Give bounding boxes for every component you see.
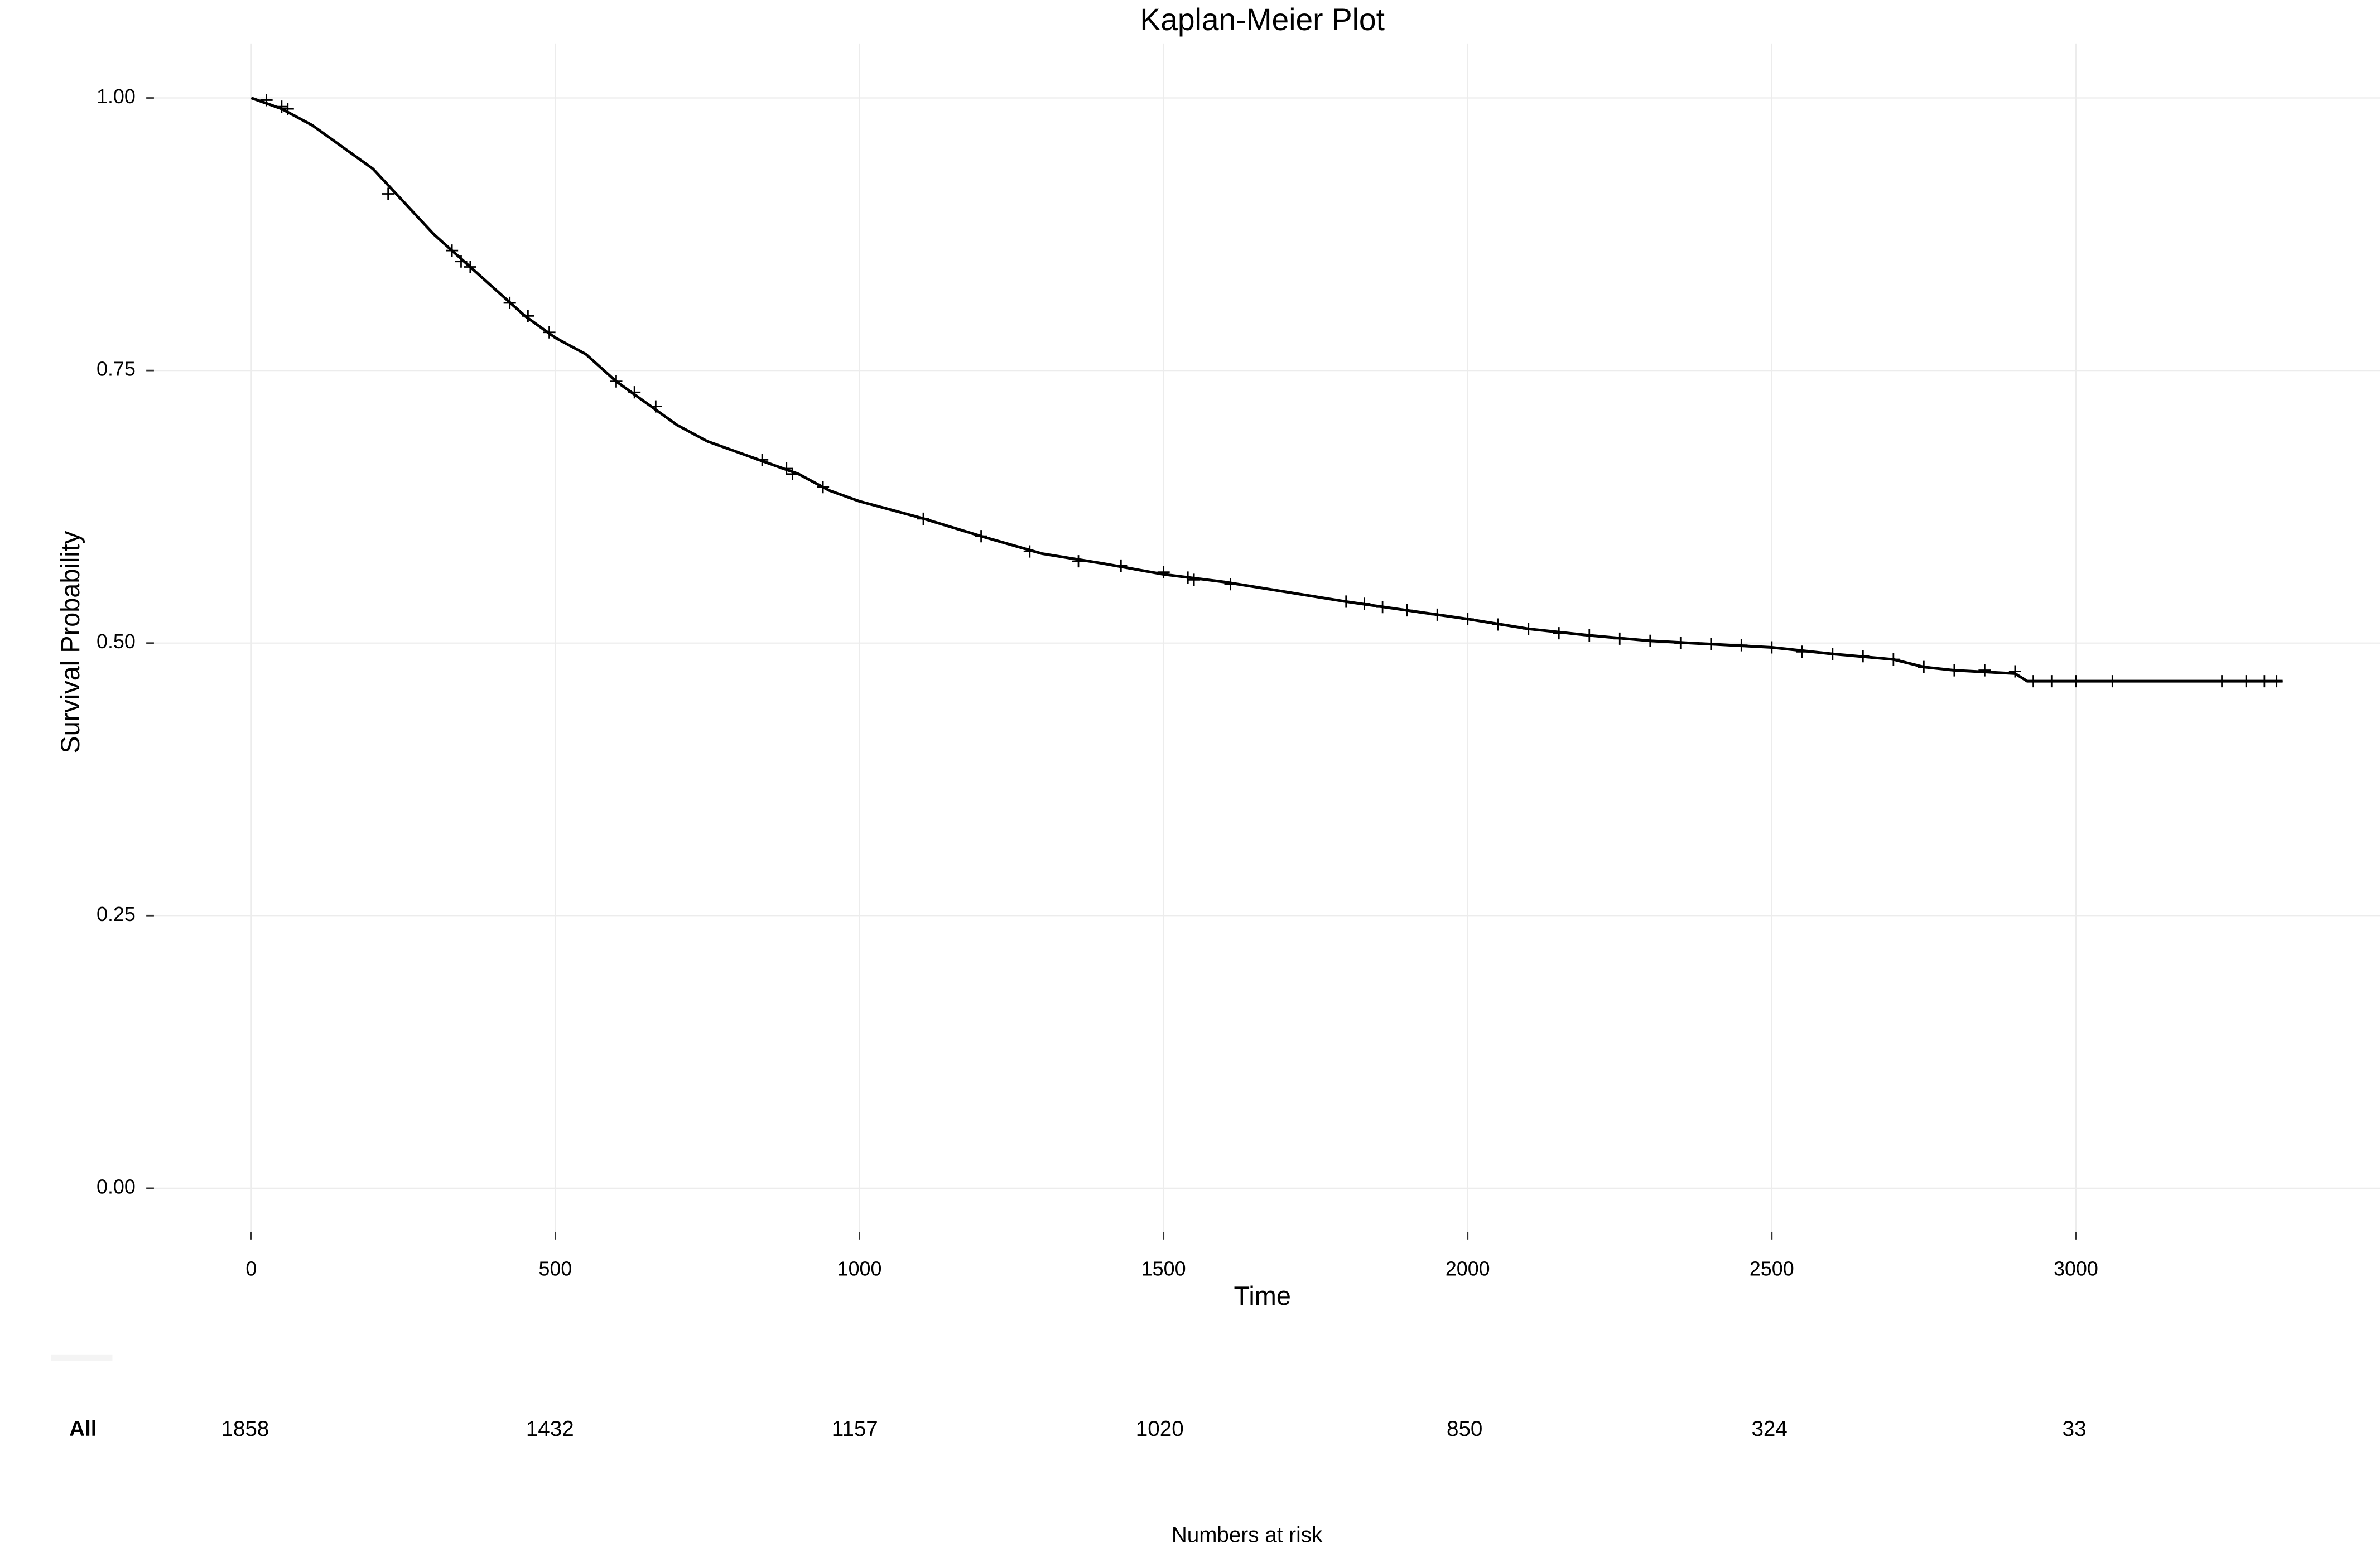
risk-row-label: All [69,1417,97,1441]
censor-mark [786,467,799,480]
censor-mark [1765,641,1778,654]
censor-mark [260,94,273,107]
x-tick-label: 3000 [2054,1258,2098,1280]
risk-value: 33 [2063,1417,2087,1441]
censor-mark [1188,573,1201,586]
censor-mark [1492,618,1505,631]
censor-mark [455,255,468,268]
censor-mark [1613,632,1626,645]
risk-value: 1157 [832,1417,878,1441]
censor-mark [817,481,830,494]
censor-mark [2215,675,2228,688]
censor-mark [1400,604,1413,617]
censor-mark [1918,660,1930,673]
censor-mark [2045,675,2058,688]
censor-mark [1461,613,1474,625]
legend-key [51,1354,113,1361]
risk-table-title: Numbers at risk [1172,1523,1323,1543]
censor-mark [1023,545,1036,558]
risk-value: 1858 [221,1417,269,1441]
censor-mark [1376,601,1389,614]
censor-mark [1644,634,1656,647]
censor-mark [543,326,556,339]
censor-mark [1735,639,1748,652]
censor-mark [1431,608,1444,621]
censor-mark [1340,595,1352,608]
censor-mark [1887,653,1900,666]
censor-mark [1522,623,1535,635]
censor-mark [1796,645,1809,658]
censor-mark [628,386,641,399]
censor-mark [1826,648,1839,660]
censor-mark [446,244,459,257]
y-tick-label: 0.75 [97,358,136,380]
censor-mark [1674,637,1687,649]
y-tick-label: 0.00 [97,1175,136,1198]
x-tick-label: 0 [245,1258,257,1280]
censor-mark [275,100,288,113]
censor-mark [522,310,534,322]
chart-title: Kaplan-Meier Plot [1140,2,1385,37]
censor-mark [649,400,662,413]
censor-mark [281,103,294,115]
censor-mark [2106,675,2119,688]
censor-mark [780,462,793,475]
censor-mark [1182,571,1194,584]
censor-mark [2069,675,2082,688]
x-tick-label: 1500 [1141,1258,1186,1280]
x-tick-label: 2000 [1446,1258,1490,1280]
censor-mark [382,187,394,200]
y-axis-title: Survival Probability [56,531,85,753]
censor-mark [1224,578,1237,591]
risk-value: 1020 [1136,1417,1184,1441]
censor-mark [1072,555,1085,568]
risk-value: 324 [1751,1417,1787,1441]
censor-mark [464,261,476,273]
risk-value: 1432 [526,1417,574,1441]
censor-mark [1857,650,1870,663]
risk-value: 850 [1447,1417,1482,1441]
censor-mark [2270,675,2283,688]
censor-mark [1948,664,1960,677]
censor-mark [610,375,623,388]
censor-mark [1157,566,1170,578]
y-tick-label: 0.50 [97,630,136,653]
censor-mark [503,296,516,309]
censor-mark [1115,559,1128,572]
censor-mark [1704,638,1717,650]
censor-mark [1358,597,1371,610]
censor-mark [1583,629,1596,642]
x-tick-label: 2500 [1750,1258,1794,1280]
censor-mark [2008,665,2021,678]
censor-mark [756,454,769,466]
censor-mark [1978,664,1991,677]
censor-mark [975,530,987,543]
censor-mark [2258,675,2271,688]
x-tick-label: 500 [539,1258,572,1280]
censor-mark [2240,675,2253,688]
y-tick-label: 0.25 [97,903,136,925]
censor-mark [2027,675,2040,688]
y-tick-label: 1.00 [97,85,136,108]
censor-mark [1553,627,1565,640]
censor-mark [917,512,930,525]
x-axis-title: Time [1234,1281,1290,1310]
x-tick-label: 1000 [837,1258,882,1280]
